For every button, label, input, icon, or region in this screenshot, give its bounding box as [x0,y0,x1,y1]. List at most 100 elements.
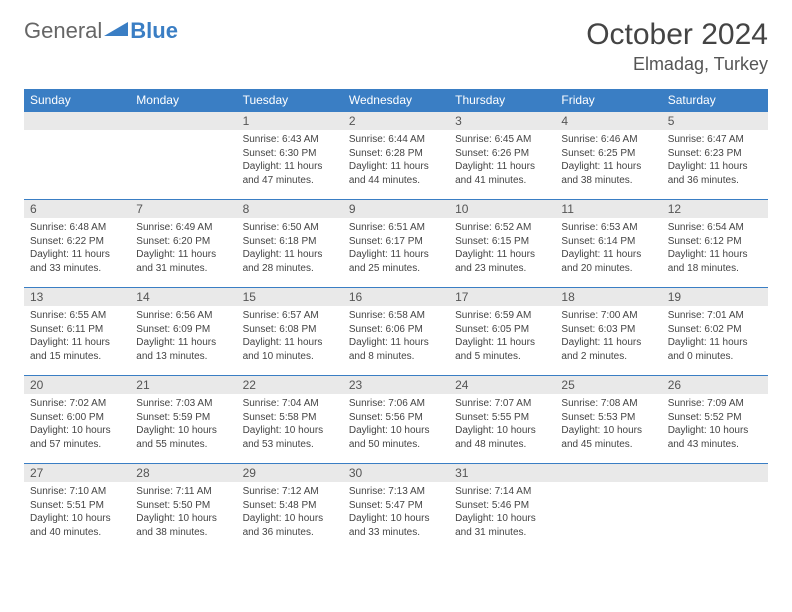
sunrise-line: Sunrise: 7:02 AM [30,397,124,411]
calendar-cell: 23Sunrise: 7:06 AMSunset: 5:56 PMDayligh… [343,376,449,464]
sunrise-line: Sunrise: 7:06 AM [349,397,443,411]
sunset-line: Sunset: 6:08 PM [243,323,337,337]
daylight-line: Daylight: 10 hours and 38 minutes. [136,512,230,539]
day-details: Sunrise: 7:08 AMSunset: 5:53 PMDaylight:… [555,394,661,454]
calendar-cell [555,464,661,552]
day-details: Sunrise: 6:55 AMSunset: 6:11 PMDaylight:… [24,306,130,366]
daylight-line: Daylight: 10 hours and 33 minutes. [349,512,443,539]
calendar-cell: 28Sunrise: 7:11 AMSunset: 5:50 PMDayligh… [130,464,236,552]
empty-day [24,112,130,130]
calendar-cell [24,112,130,200]
day-details: Sunrise: 6:44 AMSunset: 6:28 PMDaylight:… [343,130,449,190]
daylight-line: Daylight: 10 hours and 53 minutes. [243,424,337,451]
daylight-line: Daylight: 11 hours and 33 minutes. [30,248,124,275]
day-number: 20 [24,376,130,394]
daylight-line: Daylight: 10 hours and 31 minutes. [455,512,549,539]
calendar-cell: 14Sunrise: 6:56 AMSunset: 6:09 PMDayligh… [130,288,236,376]
day-number: 27 [24,464,130,482]
day-number: 8 [237,200,343,218]
calendar-cell: 26Sunrise: 7:09 AMSunset: 5:52 PMDayligh… [662,376,768,464]
sunset-line: Sunset: 6:22 PM [30,235,124,249]
day-number: 17 [449,288,555,306]
sunset-line: Sunset: 6:25 PM [561,147,655,161]
sunset-line: Sunset: 6:02 PM [668,323,762,337]
day-number: 21 [130,376,236,394]
day-number: 19 [662,288,768,306]
sunrise-line: Sunrise: 6:53 AM [561,221,655,235]
sunrise-line: Sunrise: 6:44 AM [349,133,443,147]
sunset-line: Sunset: 6:12 PM [668,235,762,249]
sunset-line: Sunset: 6:17 PM [349,235,443,249]
sunset-line: Sunset: 6:23 PM [668,147,762,161]
calendar-cell: 4Sunrise: 6:46 AMSunset: 6:25 PMDaylight… [555,112,661,200]
calendar-cell: 3Sunrise: 6:45 AMSunset: 6:26 PMDaylight… [449,112,555,200]
daylight-line: Daylight: 11 hours and 31 minutes. [136,248,230,275]
day-details: Sunrise: 7:03 AMSunset: 5:59 PMDaylight:… [130,394,236,454]
sunset-line: Sunset: 5:53 PM [561,411,655,425]
sunrise-line: Sunrise: 6:46 AM [561,133,655,147]
sunrise-line: Sunrise: 6:45 AM [455,133,549,147]
sunset-line: Sunset: 5:59 PM [136,411,230,425]
sunset-line: Sunset: 6:11 PM [30,323,124,337]
calendar-table: SundayMondayTuesdayWednesdayThursdayFrid… [24,89,768,552]
day-details: Sunrise: 7:02 AMSunset: 6:00 PMDaylight:… [24,394,130,454]
day-details: Sunrise: 6:46 AMSunset: 6:25 PMDaylight:… [555,130,661,190]
day-number: 22 [237,376,343,394]
daylight-line: Daylight: 11 hours and 47 minutes. [243,160,337,187]
sunrise-line: Sunrise: 6:47 AM [668,133,762,147]
sunrise-line: Sunrise: 6:56 AM [136,309,230,323]
sunset-line: Sunset: 6:15 PM [455,235,549,249]
day-details: Sunrise: 6:45 AMSunset: 6:26 PMDaylight:… [449,130,555,190]
day-number: 23 [343,376,449,394]
sunset-line: Sunset: 5:48 PM [243,499,337,513]
day-details: Sunrise: 7:07 AMSunset: 5:55 PMDaylight:… [449,394,555,454]
day-number: 7 [130,200,236,218]
calendar-cell: 7Sunrise: 6:49 AMSunset: 6:20 PMDaylight… [130,200,236,288]
sunset-line: Sunset: 6:09 PM [136,323,230,337]
day-details: Sunrise: 7:01 AMSunset: 6:02 PMDaylight:… [662,306,768,366]
sunset-line: Sunset: 6:18 PM [243,235,337,249]
sunset-line: Sunset: 5:51 PM [30,499,124,513]
sunrise-line: Sunrise: 6:49 AM [136,221,230,235]
daylight-line: Daylight: 10 hours and 36 minutes. [243,512,337,539]
empty-day [130,112,236,130]
day-number: 25 [555,376,661,394]
weekday-header: Sunday [24,89,130,112]
daylight-line: Daylight: 11 hours and 36 minutes. [668,160,762,187]
calendar-cell [130,112,236,200]
sunset-line: Sunset: 6:06 PM [349,323,443,337]
calendar-cell: 10Sunrise: 6:52 AMSunset: 6:15 PMDayligh… [449,200,555,288]
day-number: 31 [449,464,555,482]
calendar-cell: 17Sunrise: 6:59 AMSunset: 6:05 PMDayligh… [449,288,555,376]
day-details: Sunrise: 6:52 AMSunset: 6:15 PMDaylight:… [449,218,555,278]
sunset-line: Sunset: 6:14 PM [561,235,655,249]
sunrise-line: Sunrise: 7:12 AM [243,485,337,499]
calendar-cell: 15Sunrise: 6:57 AMSunset: 6:08 PMDayligh… [237,288,343,376]
sunrise-line: Sunrise: 7:07 AM [455,397,549,411]
day-details: Sunrise: 7:06 AMSunset: 5:56 PMDaylight:… [343,394,449,454]
day-number: 2 [343,112,449,130]
day-details: Sunrise: 6:56 AMSunset: 6:09 PMDaylight:… [130,306,236,366]
sunrise-line: Sunrise: 6:51 AM [349,221,443,235]
day-details: Sunrise: 7:00 AMSunset: 6:03 PMDaylight:… [555,306,661,366]
logo: General Blue [24,18,178,44]
sunrise-line: Sunrise: 7:09 AM [668,397,762,411]
day-details: Sunrise: 7:09 AMSunset: 5:52 PMDaylight:… [662,394,768,454]
day-details: Sunrise: 6:51 AMSunset: 6:17 PMDaylight:… [343,218,449,278]
calendar-row: 27Sunrise: 7:10 AMSunset: 5:51 PMDayligh… [24,464,768,552]
daylight-line: Daylight: 10 hours and 50 minutes. [349,424,443,451]
page-title: October 2024 [586,18,768,52]
calendar-cell: 8Sunrise: 6:50 AMSunset: 6:18 PMDaylight… [237,200,343,288]
calendar-cell [662,464,768,552]
calendar-cell: 9Sunrise: 6:51 AMSunset: 6:17 PMDaylight… [343,200,449,288]
sunrise-line: Sunrise: 6:50 AM [243,221,337,235]
daylight-line: Daylight: 11 hours and 5 minutes. [455,336,549,363]
daylight-line: Daylight: 10 hours and 40 minutes. [30,512,124,539]
calendar-cell: 20Sunrise: 7:02 AMSunset: 6:00 PMDayligh… [24,376,130,464]
sunset-line: Sunset: 6:26 PM [455,147,549,161]
day-details: Sunrise: 6:49 AMSunset: 6:20 PMDaylight:… [130,218,236,278]
day-number: 5 [662,112,768,130]
sunset-line: Sunset: 5:55 PM [455,411,549,425]
sunset-line: Sunset: 5:50 PM [136,499,230,513]
sunset-line: Sunset: 5:56 PM [349,411,443,425]
